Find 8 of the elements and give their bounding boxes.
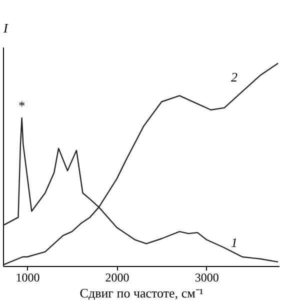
- x-tick-label: 1000: [16, 270, 40, 284]
- series-label: 2: [231, 70, 238, 85]
- x-axis-title: Сдвиг по частоте, см⁻¹: [80, 286, 204, 300]
- annotation: *: [18, 98, 26, 113]
- series-label: 1: [231, 234, 238, 250]
- x-tick-label: 2000: [105, 270, 130, 284]
- y-axis-title: I: [2, 20, 8, 36]
- x-tick-label: 3000: [194, 270, 219, 284]
